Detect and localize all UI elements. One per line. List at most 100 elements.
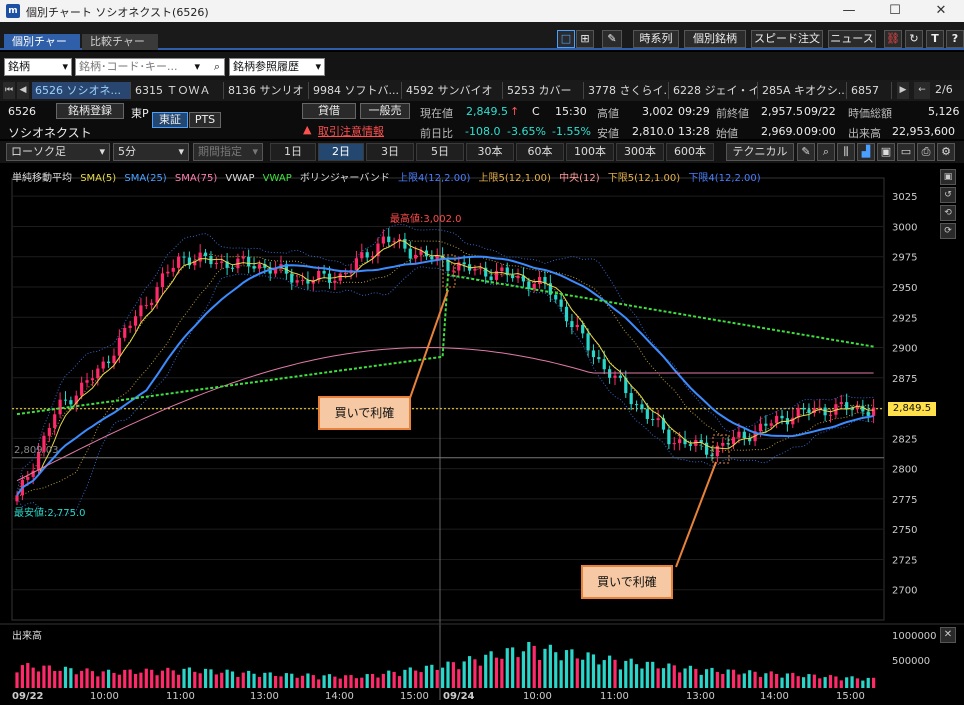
folder-icon[interactable]: ▭ [897,143,915,161]
prev-close-label: 前終値 [716,107,749,120]
pts-button[interactable]: PTS [189,112,221,128]
candle-body [705,442,709,455]
volume-bar [462,661,466,688]
save-icon[interactable]: ▣ [877,143,895,161]
search-icon[interactable]: ⌕ [213,60,220,73]
prev-tab-icon[interactable]: ◀ [17,82,29,99]
stock-tab[interactable]: 9984 ソフトバ... [310,82,402,99]
period-60[interactable]: 60本 [516,143,564,161]
pen-icon[interactable]: ✎ [602,30,622,48]
stock-search-input[interactable]: 銘柄･コード･キー... ▾ ⌕ [75,58,225,76]
first-tab-icon[interactable]: ⏮ [3,82,15,99]
volume-bar [537,660,542,688]
period-300[interactable]: 300本 [616,143,664,161]
candle-body [257,264,262,269]
help-icon[interactable]: ? [946,30,964,48]
legend-bb-upper1[interactable]: 上限5(12,1.00) [478,173,551,184]
draw-icon[interactable]: ✎ [797,143,815,161]
period-5d[interactable]: 5日 [416,143,464,161]
back-icon[interactable]: ← [914,82,930,99]
interval-select[interactable]: 5分 ▾ [113,143,189,161]
margin-button[interactable]: 貸借 [302,103,356,119]
stock-tab[interactable]: 6315 ＴＯＷＡ [132,82,224,99]
volume-bar [678,672,682,688]
legend-bb-mid[interactable]: 中央(12) [559,173,600,184]
speed-order-button[interactable]: スピード注文 [751,30,823,48]
stock-tab[interactable]: 4592 サンバイオ [403,82,503,99]
single-view-icon[interactable]: □ [557,30,575,48]
stock-type-label: 銘柄 [8,60,30,73]
candle-icon[interactable]: ⫼ [837,143,855,161]
stock-tab[interactable]: 285A キオクシ... [759,82,847,99]
lock-icon[interactable]: ▣ [940,169,956,185]
maximize-button[interactable]: ☐ [889,3,901,18]
volume-bar [47,665,51,688]
link-icon[interactable]: ⛓ [884,30,902,48]
legend-bb-upper2[interactable]: 上限4(12,2.00) [398,173,471,184]
close-button[interactable]: ✕ [935,3,947,18]
text-icon[interactable]: T [926,30,944,48]
volume-bar [220,672,224,688]
stock-tab[interactable]: 6228 ジェイ・イ... [670,82,758,99]
stock-tab[interactable]: 3778 さくらイ... [585,82,669,99]
undo-icon[interactable]: ⟲ [940,205,956,221]
legend-bb-lower2[interactable]: 下限4(12,2.00) [688,173,761,184]
legend-sma25[interactable]: SMA(25) [124,173,167,184]
zoom-icon[interactable]: ⌕ [817,143,835,161]
redo-icon[interactable]: ⟳ [940,223,956,239]
individual-stock-button[interactable]: 個別銘柄 [684,30,746,48]
candle-body [333,280,337,283]
stock-tab[interactable]: 6857 [848,82,892,99]
period-1d[interactable]: 1日 [270,143,316,161]
history-button[interactable]: 銘柄参照履歴 ▾ [229,58,325,76]
volume-bar [392,671,396,688]
candle-body [602,359,606,370]
stock-tab[interactable]: 6526 ソシオネ... [32,82,131,99]
period-2d[interactable]: 2日 [318,143,364,161]
period-select[interactable]: 期間指定 ▾ [193,143,263,161]
alert-link[interactable]: 取引注意情報 [318,125,384,138]
candle-body [866,411,870,416]
price-chart-svg[interactable]: 3025300029752950292529002875285028252800… [0,165,964,705]
legend-sma5[interactable]: SMA(5) [80,173,117,184]
minimize-button[interactable]: — [842,3,856,18]
volume-bar [311,675,315,688]
volume-bar [381,673,385,688]
tse-button[interactable]: 東証 [152,112,188,128]
candle-body [144,305,148,307]
period-30[interactable]: 30本 [466,143,514,161]
legend-sma75[interactable]: SMA(75) [174,173,218,184]
next-tab-icon[interactable]: ▶ [897,82,909,99]
stock-tab[interactable]: 5253 カバー [504,82,584,99]
refresh-icon[interactable]: ↻ [905,30,923,48]
chart-type-select[interactable]: ローソク足 ▾ [6,143,110,161]
close-volume-icon[interactable]: ✕ [940,627,956,643]
candle-body [597,357,601,360]
chart-area[interactable]: 3025300029752950292529002875285028252800… [0,165,964,705]
print-icon[interactable]: ⎙ [917,143,935,161]
candle-body [861,405,865,412]
news-button[interactable]: ニュース [828,30,876,48]
period-100[interactable]: 100本 [566,143,614,161]
volume-bar [327,674,332,688]
general-sell-button[interactable]: 一般売 [360,103,410,119]
candle-body [284,264,288,274]
candle-body [634,404,639,406]
tab-compare-chart[interactable]: 比較チャート [82,34,158,64]
volume-bar [828,675,833,688]
settings-icon[interactable]: ⚙ [937,143,955,161]
time-series-button[interactable]: 時系列 [633,30,679,48]
period-3d[interactable]: 3日 [366,143,414,161]
candle-body [182,256,186,258]
stock-type-select[interactable]: 銘柄 ▾ [4,58,72,76]
legend-bb-lower1[interactable]: 下限5(12,1.00) [607,173,681,184]
technical-button[interactable]: テクニカル [726,143,794,161]
period-600[interactable]: 600本 [666,143,714,161]
stock-tab[interactable]: 8136 サンリオ [225,82,309,99]
bar-chart-icon[interactable]: ▟ [857,143,875,161]
grid-view-icon[interactable]: ⊞ [576,30,594,48]
tab-individual-chart[interactable]: 個別チャート [4,34,80,64]
legend-vwap[interactable]: VWAP [262,173,292,184]
reset-icon[interactable]: ↺ [940,187,956,203]
register-stock-button[interactable]: 銘柄登録 [56,103,124,119]
